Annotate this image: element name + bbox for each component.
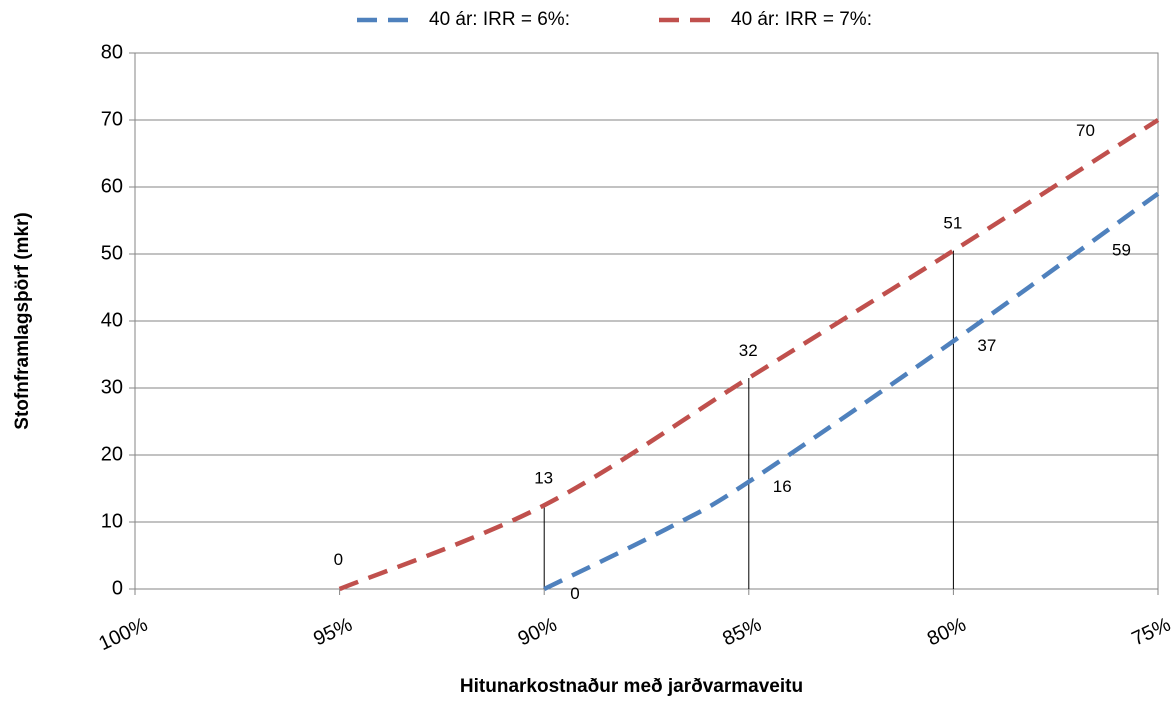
x-tick-label: 75% [1129,614,1173,651]
x-tick-label: 85% [719,614,765,651]
data-label: 37 [977,336,996,355]
y-axis-title: Stofnframlagsþörf (mkr) [12,212,33,429]
series-line-0 [543,191,1160,592]
gridlines [129,52,1159,595]
x-axis-ticks: 100% 95% 90% 85% 80% 75% [95,614,1173,656]
legend: 40 ár: IRR = 6%: 40 ár: IRR = 7%: [357,9,872,30]
plot-area [134,52,1159,590]
y-tick-label: 70 [101,108,123,130]
series-lines [338,118,1160,592]
y-tick-label: 80 [101,41,123,63]
data-label: 32 [739,341,758,360]
x-tick-label: 90% [515,614,561,651]
data-label: 51 [943,214,962,233]
legend-entry: 40 ár: IRR = 7%: [731,9,872,30]
data-label: 0 [334,550,343,569]
y-tick-label: 60 [101,175,123,197]
data-labels: 0 16 37 59 0 13 32 51 70 [334,121,1131,603]
drop-lines [543,250,954,589]
x-tick-label: 95% [310,614,356,651]
x-axis-title: Hitunarkostnaður með jarðvarmaveitu [460,676,803,697]
y-tick-label: 50 [101,242,123,264]
data-label: 59 [1112,241,1131,260]
data-label: 70 [1076,121,1095,140]
x-tick-label: 100% [95,614,151,656]
series-line-1 [338,118,1160,592]
y-axis-ticks: 0 10 20 30 40 50 60 70 80 [101,41,123,599]
data-label: 0 [570,584,579,603]
y-tick-label: 30 [101,376,123,398]
y-tick-label: 20 [101,443,123,465]
y-tick-label: 0 [112,577,123,599]
legend-entry: 40 ár: IRR = 6%: [429,9,570,30]
data-label: 16 [773,477,792,496]
y-tick-label: 10 [101,510,123,532]
y-tick-label: 40 [101,309,123,331]
x-tick-label: 80% [924,614,970,651]
data-label: 13 [534,468,553,487]
